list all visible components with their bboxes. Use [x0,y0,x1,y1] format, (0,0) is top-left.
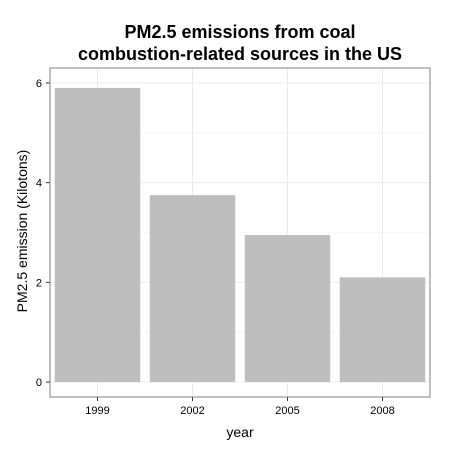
bar-2002 [149,195,236,383]
x-axis-label: year [226,424,254,440]
chart-title-line-2: combustion-related sources in the US [78,44,402,64]
bar-2008 [339,277,426,383]
x-tick-label: 2008 [370,405,394,417]
y-axis-label: PM2.5 emission (Kilotons) [14,150,30,313]
y-tick-label: 0 [36,377,42,389]
x-tick-label: 2002 [180,405,204,417]
bar-1999 [54,87,141,383]
y-tick-label: 4 [36,178,42,190]
chart-title-line-1: PM2.5 emissions from coal [124,22,355,42]
x-tick-label: 2005 [275,405,299,417]
bar-2005 [244,234,331,383]
y-tick-label: 2 [36,277,42,289]
x-tick-label: 1999 [85,405,109,417]
plot-area: 0 2 4 6 1999 2002 2005 2008 [36,67,431,417]
y-tick-label: 6 [36,78,42,90]
plot-border [49,67,431,398]
